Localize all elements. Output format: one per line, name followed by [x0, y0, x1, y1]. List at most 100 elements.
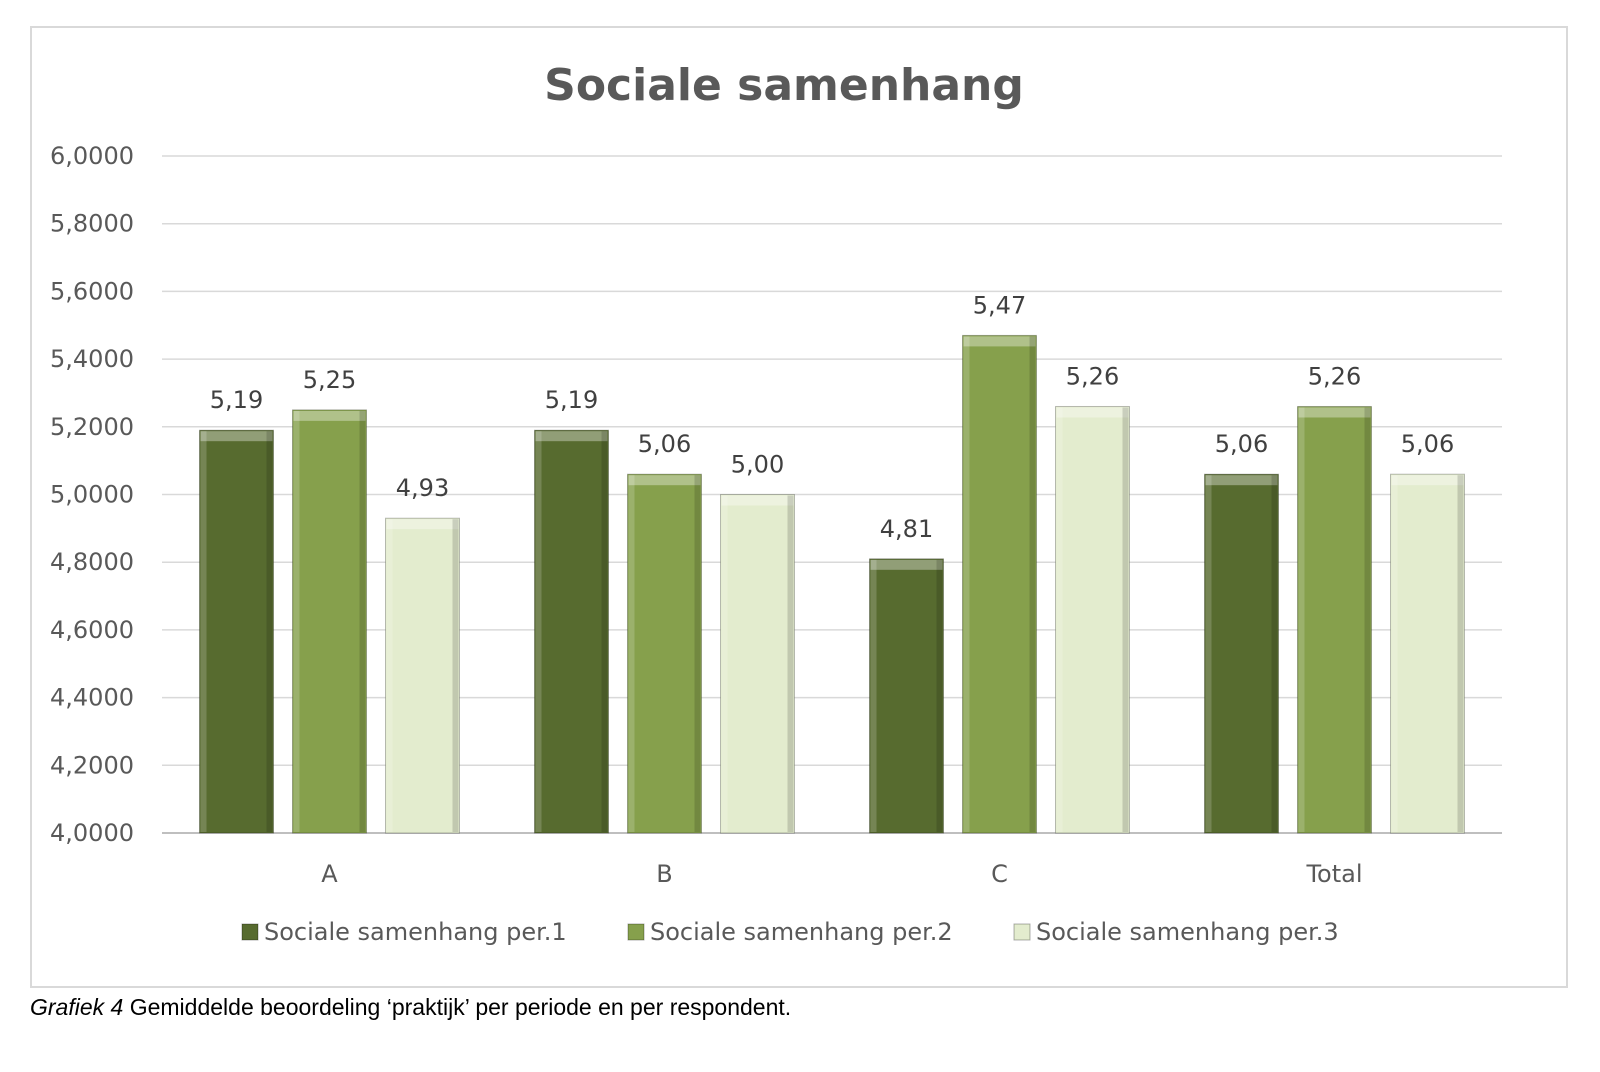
bar-bevel-left [293, 410, 300, 832]
bar-bevel-top [870, 559, 943, 570]
bar-bevel-top [293, 410, 366, 421]
y-axis: 4,0000 4,2000 4,4000 4,6000 4,8000 5,0000 5,20… [50, 142, 134, 847]
data-label: 4,93 [396, 474, 449, 502]
bar [962, 334, 1037, 834]
bar-bevel-left [1056, 407, 1063, 832]
data-labels: 5,19 5,25 4,93 5,19 5,06 5,00 4,81 5,47 5,26 5,06… [210, 291, 1454, 542]
data-label: 4,81 [880, 515, 933, 543]
bar [199, 429, 274, 834]
bar [720, 494, 795, 834]
data-label: 5,06 [1401, 430, 1454, 458]
bar [627, 473, 702, 834]
bar-body [869, 558, 944, 834]
bar-bevel-left [721, 495, 728, 832]
bar-bevel-top [1056, 407, 1129, 418]
x-tick-label: Total [1305, 860, 1362, 888]
bar-body [627, 473, 702, 834]
bar-bevel-top [628, 475, 701, 486]
bar-body [1055, 405, 1130, 834]
bar-bevel-right [936, 559, 943, 832]
x-axis: A B C Total [321, 860, 1362, 888]
legend-item: Sociale samenhang per.1 [241, 918, 567, 946]
bar [1297, 405, 1372, 834]
x-tick-label: A [321, 860, 338, 888]
y-tick-label: 5,8000 [50, 210, 134, 238]
legend-label: Sociale samenhang per.1 [264, 918, 567, 946]
bar-bevel-right [694, 475, 701, 832]
bar-body [1390, 473, 1465, 834]
bar-body [1204, 473, 1279, 834]
figure-caption: Grafiek 4 Gemiddelde beoordeling ‘prakti… [30, 994, 791, 1021]
legend-swatch [1013, 923, 1031, 941]
bar-bevel-top [386, 519, 459, 530]
bar-bevel-left [1298, 407, 1305, 832]
bar [869, 558, 944, 834]
bar [385, 517, 460, 834]
bar-bevel-right [359, 410, 366, 832]
legend-label: Sociale samenhang per.3 [1036, 918, 1339, 946]
bar-body [292, 409, 367, 834]
bar-bevel-left [963, 336, 970, 832]
bar-bevel-right [1029, 336, 1036, 832]
y-tick-label: 4,4000 [50, 684, 134, 712]
legend: Sociale samenhang per.1 Sociale samenhang… [241, 918, 1339, 946]
y-tick-label: 4,0000 [50, 819, 134, 847]
y-tick-label: 6,0000 [50, 142, 134, 170]
bar-bevel-top [963, 336, 1036, 347]
bar-bevel-right [452, 519, 459, 832]
bar-bevel-top [535, 431, 608, 442]
bar-bevel-left [1391, 475, 1398, 832]
legend-swatch [627, 923, 645, 941]
x-tick-label: B [656, 860, 672, 888]
bar-bevel-left [870, 559, 877, 832]
bar-body [962, 334, 1037, 834]
legend-swatch [241, 923, 259, 941]
bar-bevel-top [200, 431, 273, 442]
bar [534, 429, 609, 834]
bars [199, 334, 1465, 834]
bar-bevel-left [386, 519, 393, 832]
bar-bevel-top [1391, 475, 1464, 486]
caption-text: Gemiddelde beoordeling ‘praktijk’ per pe… [123, 994, 792, 1020]
legend-item: Sociale samenhang per.3 [1013, 918, 1339, 946]
data-label: 5,25 [303, 366, 356, 394]
bar-bevel-left [628, 475, 635, 832]
data-label: 5,06 [1215, 430, 1268, 458]
bar-body [1297, 405, 1372, 834]
bar-bevel-top [1205, 475, 1278, 486]
bar-body [534, 429, 609, 834]
y-tick-label: 5,6000 [50, 277, 134, 305]
bar-bevel-top [1298, 407, 1371, 418]
data-label: 5,19 [545, 386, 598, 414]
bar-body [720, 494, 795, 834]
y-tick-label: 4,6000 [50, 616, 134, 644]
bar [1055, 405, 1130, 834]
legend-label: Sociale samenhang per.2 [650, 918, 953, 946]
data-label: 5,26 [1308, 362, 1361, 390]
bar-bevel-left [200, 431, 207, 832]
bar [1390, 473, 1465, 834]
data-label: 5,26 [1066, 362, 1119, 390]
gridlines [162, 155, 1502, 834]
y-tick-label: 5,4000 [50, 345, 134, 373]
y-tick-label: 4,2000 [50, 751, 134, 779]
y-tick-label: 5,0000 [50, 481, 134, 509]
bar-body [199, 429, 274, 834]
bar-bevel-top [721, 495, 794, 506]
bar-bevel-right [1457, 475, 1464, 832]
y-tick-label: 5,2000 [50, 413, 134, 441]
bar [1204, 473, 1279, 834]
x-tick-label: C [991, 860, 1008, 888]
bar-bevel-left [1205, 475, 1212, 832]
data-label: 5,19 [210, 386, 263, 414]
bar-chart: Sociale samenhang 4,0000 4,2000 4,4000 4,60… [50, 60, 1502, 946]
chart-title: Sociale samenhang [544, 60, 1024, 111]
bar-bevel-right [1364, 407, 1371, 832]
bar [292, 409, 367, 834]
bar-bevel-right [601, 431, 608, 832]
data-label: 5,06 [638, 430, 691, 458]
bar-bevel-right [787, 495, 794, 832]
chart-frame: Sociale samenhang 4,0000 4,2000 4,4000 4,60… [30, 26, 1568, 988]
bar-bevel-left [535, 431, 542, 832]
bar-bevel-right [1122, 407, 1129, 832]
